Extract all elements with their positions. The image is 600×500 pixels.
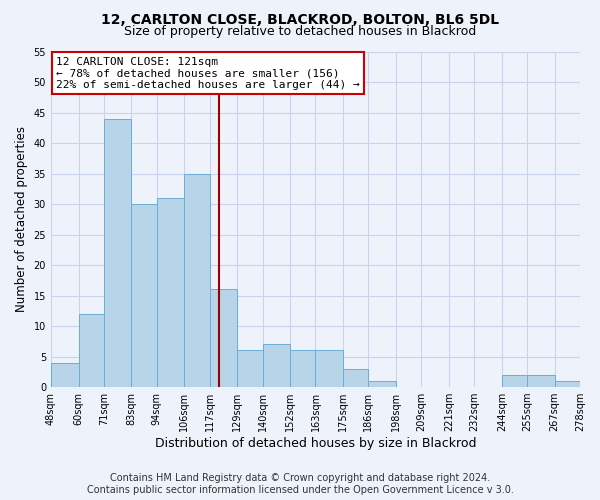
Bar [131,204,157,387]
Bar [184,174,209,387]
Bar [554,381,580,387]
Bar [316,350,343,387]
Y-axis label: Number of detached properties: Number of detached properties [15,126,28,312]
Bar [51,362,79,387]
Bar [237,350,263,387]
Bar [368,381,396,387]
Bar [157,198,184,387]
Text: Size of property relative to detached houses in Blackrod: Size of property relative to detached ho… [124,25,476,38]
Bar [104,118,131,387]
Bar [527,375,554,387]
Text: Contains HM Land Registry data © Crown copyright and database right 2024.
Contai: Contains HM Land Registry data © Crown c… [86,474,514,495]
Text: 12 CARLTON CLOSE: 121sqm
← 78% of detached houses are smaller (156)
22% of semi-: 12 CARLTON CLOSE: 121sqm ← 78% of detach… [56,56,360,90]
Bar [209,290,237,387]
Text: 12, CARLTON CLOSE, BLACKROD, BOLTON, BL6 5DL: 12, CARLTON CLOSE, BLACKROD, BOLTON, BL6… [101,12,499,26]
Bar [290,350,316,387]
X-axis label: Distribution of detached houses by size in Blackrod: Distribution of detached houses by size … [155,437,476,450]
Bar [263,344,290,387]
Bar [343,369,368,387]
Bar [79,314,104,387]
Bar [502,375,527,387]
